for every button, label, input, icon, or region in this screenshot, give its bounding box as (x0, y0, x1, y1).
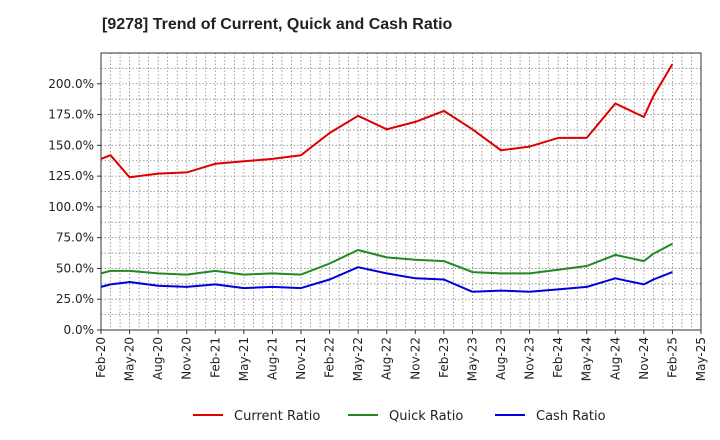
x-tick-label: Nov-20 (180, 337, 194, 380)
chart-title: [9278] Trend of Current, Quick and Cash … (102, 16, 453, 33)
y-tick-label: 125.0% (48, 169, 94, 183)
x-tick-label: Aug-22 (380, 337, 394, 380)
y-tick-label: 75.0% (56, 231, 94, 245)
legend-label-current-ratio: Current Ratio (234, 409, 320, 424)
legend: Current Ratio Quick Ratio Cash Ratio (193, 409, 606, 424)
x-tick-label: Aug-20 (151, 337, 165, 380)
y-tick-label: 0.0% (64, 323, 95, 337)
quick-ratio-line (100, 242, 673, 276)
y-tick-label: 50.0% (56, 261, 94, 275)
x-tick-label: Feb-22 (323, 337, 337, 378)
x-tick-label: May-25 (694, 337, 708, 381)
x-tick-label: May-20 (123, 337, 137, 381)
y-tick-label: 100.0% (48, 200, 94, 214)
x-tick-label: Nov-24 (637, 337, 651, 380)
y-tick-label: 150.0% (48, 138, 94, 152)
y-tick-label: 200.0% (48, 77, 94, 91)
legend-label-cash-ratio: Cash Ratio (536, 409, 606, 424)
x-tick-label: Aug-24 (608, 337, 622, 380)
y-tick-label: 25.0% (56, 292, 94, 306)
x-tick-label: May-21 (237, 337, 251, 381)
current-ratio-line (100, 63, 674, 179)
legend-label-quick-ratio: Quick Ratio (389, 409, 463, 424)
x-tick-label: Feb-21 (208, 337, 222, 378)
series-layer (100, 63, 674, 293)
x-tick-label: May-24 (580, 337, 594, 381)
x-tick-label: May-23 (465, 337, 479, 381)
x-tick-label: Aug-23 (494, 337, 508, 380)
x-tick-label: May-22 (351, 337, 365, 381)
x-tick-label: Nov-22 (408, 337, 422, 380)
grid-layer (101, 53, 701, 330)
x-tick-label: Nov-23 (523, 337, 537, 380)
x-tick-label: Feb-24 (551, 337, 565, 378)
plot-frame (100, 52, 702, 331)
y-tick-label: 175.0% (48, 108, 94, 122)
x-tick-label: Feb-23 (437, 337, 451, 378)
axis-layer: 0.0% 25.0% 50.0% 75.0% 100.0% 125.0% 150.0% 175… (48, 52, 708, 381)
x-tick-label: Feb-25 (665, 337, 679, 378)
x-tick-label: Aug-21 (265, 337, 279, 380)
x-tick-label: Feb-20 (94, 337, 108, 378)
x-tick-label: Nov-21 (294, 337, 308, 380)
cash-ratio-line (100, 266, 673, 293)
